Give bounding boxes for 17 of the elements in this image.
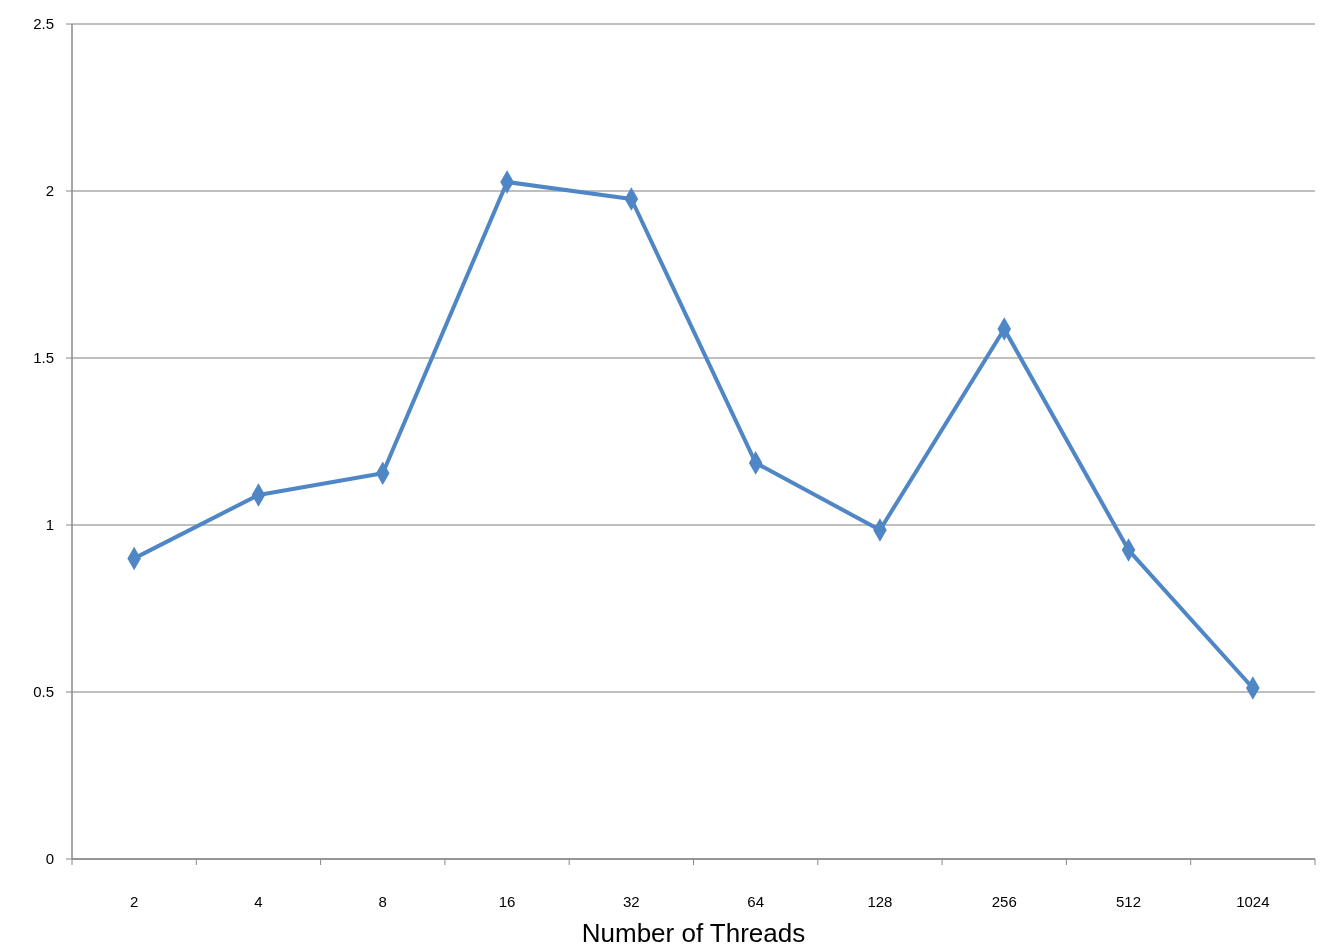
y-tick-label: 2.5	[33, 15, 54, 32]
y-tick-label: 1.5	[33, 349, 54, 366]
x-tick-label: 8	[378, 893, 387, 910]
x-axis-title: Number of Threads	[581, 918, 806, 948]
x-tick-label: 256	[991, 893, 1017, 910]
x-tick-label: 64	[747, 893, 764, 910]
x-tick-label: 512	[1116, 893, 1142, 910]
y-tick-label: 0	[45, 850, 54, 867]
x-tick-label: 4	[254, 893, 263, 910]
x-tick-label: 128	[867, 893, 893, 910]
y-tick-label: 1	[45, 516, 54, 533]
y-tick-label: 2	[45, 182, 54, 199]
x-tick-label: 1024	[1236, 893, 1270, 910]
x-tick-label: 32	[623, 893, 640, 910]
x-tick-label: 16	[498, 893, 516, 910]
y-tick-label: 0.5	[33, 683, 54, 700]
x-tick-label: 2	[129, 893, 139, 910]
